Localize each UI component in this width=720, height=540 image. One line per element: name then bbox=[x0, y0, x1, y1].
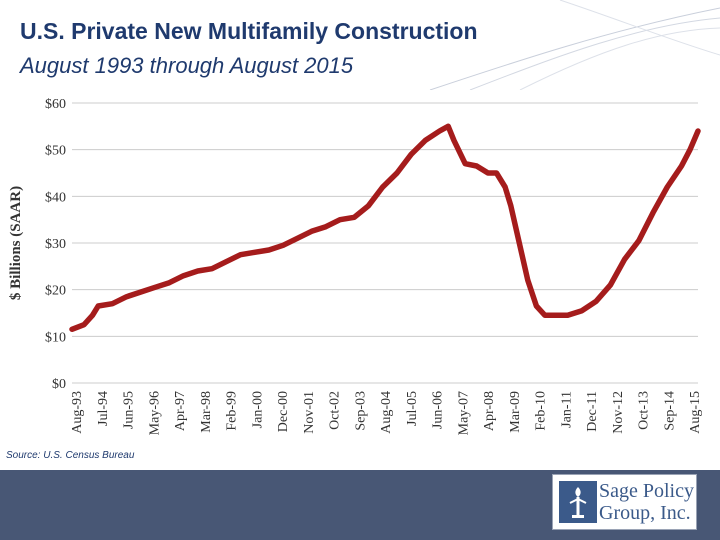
x-tick-label: Jul-05 bbox=[405, 391, 420, 426]
title-band: U.S. Private New Multifamily Constructio… bbox=[0, 0, 720, 90]
x-tick-label: Jan-11 bbox=[559, 391, 574, 428]
x-tick-label: Dec-00 bbox=[276, 391, 291, 432]
x-tick-label: Jan-00 bbox=[250, 391, 265, 428]
torch-icon bbox=[559, 481, 597, 523]
y-tick-label: $60 bbox=[45, 97, 66, 112]
line-chart: $0 $10 $20 $30 $40 $50 $60 Aug-93 Jul-94 Jun-95 Ma… bbox=[8, 97, 703, 435]
x-tick-label: Aug-93 bbox=[70, 391, 85, 434]
series-line bbox=[69, 123, 701, 333]
x-tick-label: Dec-11 bbox=[585, 391, 600, 432]
x-tick-label: Mar-98 bbox=[199, 391, 214, 433]
x-tick-label: Oct-13 bbox=[637, 391, 652, 430]
x-tick-label: Jul-94 bbox=[96, 391, 111, 426]
x-tick-label: Apr-97 bbox=[173, 391, 188, 431]
x-tick-label: Sep-14 bbox=[662, 391, 677, 431]
x-tick-label: Oct-02 bbox=[328, 391, 343, 430]
decorative-swoosh bbox=[429, 0, 720, 90]
x-tick-label: Sep-03 bbox=[353, 391, 368, 431]
x-tick-label: Feb-10 bbox=[534, 391, 549, 431]
source-note: Source: U.S. Census Bureau bbox=[6, 450, 135, 461]
y-tick-label: $10 bbox=[45, 330, 66, 345]
y-tick-label: $30 bbox=[45, 237, 66, 252]
page-title: U.S. Private New Multifamily Constructio… bbox=[20, 18, 478, 44]
logo-text-line2: Group, Inc. bbox=[599, 502, 691, 524]
x-tick-label: Aug-15 bbox=[688, 391, 703, 434]
x-tick-label: May-07 bbox=[456, 391, 471, 435]
x-tick-label: Feb-99 bbox=[225, 391, 240, 431]
chart-area: $0 $10 $20 $30 $40 $50 $60 Aug-93 Jul-94 Jun-95 Ma… bbox=[0, 88, 720, 450]
y-axis-title: $ Billions (SAAR) bbox=[8, 186, 24, 300]
x-tick-label: Jun-06 bbox=[431, 391, 446, 429]
x-tick-label: Nov-01 bbox=[302, 391, 317, 434]
y-tick-label: $0 bbox=[52, 377, 66, 392]
company-logo: Sage Policy Group, Inc. bbox=[552, 474, 697, 530]
x-tick-label: Jun-95 bbox=[122, 391, 137, 429]
x-tick-label: Apr-08 bbox=[482, 391, 497, 431]
y-tick-label: $40 bbox=[45, 190, 66, 205]
x-tick-label: Nov-12 bbox=[611, 391, 626, 434]
logo-text-line1: Sage Policy bbox=[599, 480, 694, 502]
x-tick-label: Mar-09 bbox=[508, 391, 523, 433]
page-subtitle: August 1993 through August 2015 bbox=[20, 53, 354, 78]
y-tick-label: $50 bbox=[45, 144, 66, 159]
x-tick-label: Aug-04 bbox=[379, 391, 394, 434]
y-tick-label: $20 bbox=[45, 284, 66, 299]
x-tick-label: May-96 bbox=[147, 391, 162, 435]
